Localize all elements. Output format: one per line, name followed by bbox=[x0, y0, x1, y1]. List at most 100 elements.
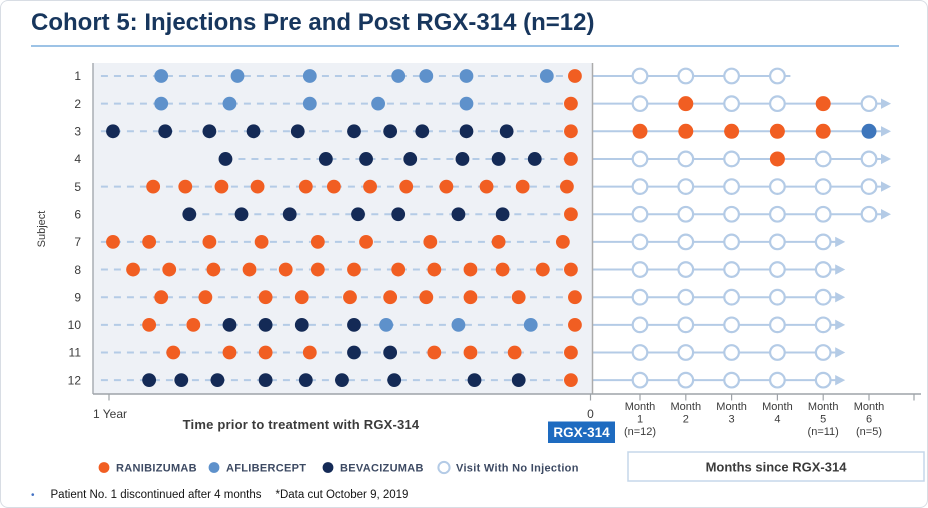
month-label: Month bbox=[808, 401, 839, 413]
visit-no-injection bbox=[631, 316, 649, 334]
injection-ranibizumab bbox=[363, 179, 377, 194]
injection-ranibizumab bbox=[154, 290, 169, 305]
month-label: Month bbox=[854, 401, 885, 413]
injection-ranibizumab bbox=[278, 262, 293, 277]
injection-ranibizumab bbox=[222, 345, 237, 360]
injection-bevacizumab bbox=[174, 373, 189, 388]
visit-no-injection bbox=[631, 95, 649, 113]
injection-aflibercept bbox=[302, 69, 317, 83]
injection-ranibizumab bbox=[495, 262, 510, 277]
visit-no-injection bbox=[769, 95, 786, 113]
months-since-box-label: Months since RGX-314 bbox=[706, 460, 848, 475]
injection-ranibizumab bbox=[427, 345, 442, 360]
month-label: 3 bbox=[729, 414, 735, 426]
visit-no-injection bbox=[723, 205, 740, 223]
injection-ranibizumab bbox=[564, 96, 578, 111]
ongoing-arrow-icon bbox=[881, 209, 891, 220]
visit-no-injection bbox=[631, 371, 649, 389]
legend-dot-bevacizumab bbox=[322, 462, 334, 473]
injection-ranibizumab bbox=[126, 262, 140, 277]
pre-axis-title: Time prior to treatment with RGX-314 bbox=[183, 417, 420, 432]
footnote: • Patient No. 1 discontinued after 4 mon… bbox=[31, 489, 408, 501]
visit-no-injection bbox=[769, 261, 786, 278]
title-underline bbox=[31, 45, 899, 47]
visit-no-injection bbox=[631, 233, 649, 251]
ongoing-arrow-icon bbox=[835, 319, 846, 331]
injection-bevacizumab bbox=[467, 373, 482, 388]
subject-number: 12 bbox=[68, 373, 82, 387]
visit-no-injection bbox=[769, 288, 786, 306]
injection-bevacizumab bbox=[290, 124, 305, 139]
visit-no-injection bbox=[631, 344, 649, 361]
visit-no-injection bbox=[631, 178, 649, 196]
ongoing-arrow-icon bbox=[835, 236, 846, 248]
visit-no-injection bbox=[814, 261, 832, 278]
ongoing-arrow-icon bbox=[881, 153, 891, 165]
injection-ranibizumab bbox=[815, 123, 831, 139]
month-label: Month bbox=[762, 401, 793, 413]
visit-no-injection bbox=[769, 233, 786, 251]
visit-no-injection bbox=[677, 233, 695, 251]
visit-no-injection bbox=[814, 288, 832, 306]
injection-aflibercept bbox=[302, 96, 317, 111]
injection-ranibizumab bbox=[302, 345, 317, 360]
legend-open-circle-icon bbox=[437, 460, 451, 475]
pre-treatment-panel bbox=[93, 63, 592, 394]
footnote-bullet: • bbox=[31, 490, 35, 501]
injection-ranibizumab bbox=[427, 262, 442, 277]
month-label: 2 bbox=[683, 414, 689, 426]
injection-bevacizumab bbox=[318, 152, 333, 166]
visit-no-injection bbox=[769, 344, 786, 361]
visit-no-injection bbox=[677, 344, 695, 361]
visit-no-injection bbox=[769, 371, 786, 389]
injection-ranibizumab bbox=[294, 290, 309, 305]
injection-bevacizumab bbox=[387, 373, 402, 388]
footnote-text: Patient No. 1 discontinued after 4 month… bbox=[50, 489, 262, 501]
injection-dots bbox=[106, 67, 878, 389]
month-label: 1 bbox=[637, 414, 643, 426]
visit-no-injection bbox=[814, 150, 832, 168]
injection-ranibizumab bbox=[678, 123, 694, 139]
visit-no-injection bbox=[631, 150, 649, 168]
injection-ranibizumab bbox=[564, 373, 578, 388]
injection-bevacizumab bbox=[455, 152, 470, 166]
ongoing-arrow-icon bbox=[881, 181, 891, 192]
visit-no-injection bbox=[814, 316, 832, 334]
visit-no-injection bbox=[723, 316, 740, 334]
legend-dot-aflibercept bbox=[208, 462, 220, 473]
injection-ranibizumab bbox=[507, 345, 522, 360]
visit-no-injection bbox=[677, 261, 695, 278]
injection-ranibizumab bbox=[343, 290, 357, 305]
injection-ranibizumab bbox=[202, 235, 217, 249]
injection-ranibizumab bbox=[166, 345, 181, 360]
ongoing-arrow-icon bbox=[881, 98, 891, 109]
injection-ranibizumab bbox=[419, 290, 434, 305]
month-label: (n=11) bbox=[808, 426, 839, 438]
injection-ranibizumab bbox=[254, 235, 269, 249]
month-label: Month bbox=[716, 401, 747, 413]
visit-no-injection bbox=[814, 344, 832, 361]
visit-no-injection bbox=[723, 95, 740, 113]
injection-bevacizumab bbox=[234, 207, 249, 222]
visit-no-injection bbox=[677, 205, 695, 223]
injection-ranibizumab bbox=[491, 235, 506, 249]
visit-no-injection bbox=[723, 150, 740, 168]
ongoing-arrow-icon bbox=[881, 126, 891, 137]
injection-ranibizumab bbox=[298, 179, 313, 194]
visit-no-injection bbox=[631, 67, 649, 85]
visit-no-injection bbox=[677, 316, 695, 334]
month-label: Month bbox=[625, 401, 656, 413]
injection-ranibizumab bbox=[439, 179, 454, 194]
visit-no-injection bbox=[769, 178, 786, 196]
injection-ranibizumab bbox=[568, 317, 582, 332]
injection-bevacizumab bbox=[383, 345, 398, 360]
visit-no-injection bbox=[677, 67, 695, 85]
subject-number: 4 bbox=[74, 152, 81, 166]
injection-bevacizumab bbox=[294, 317, 309, 332]
subject-number: 3 bbox=[74, 125, 81, 139]
injection-ranibizumab bbox=[258, 345, 273, 360]
injection-ranibizumab bbox=[142, 317, 157, 332]
injection-bevacizumab bbox=[359, 152, 373, 166]
injection-aflibercept bbox=[222, 96, 237, 111]
